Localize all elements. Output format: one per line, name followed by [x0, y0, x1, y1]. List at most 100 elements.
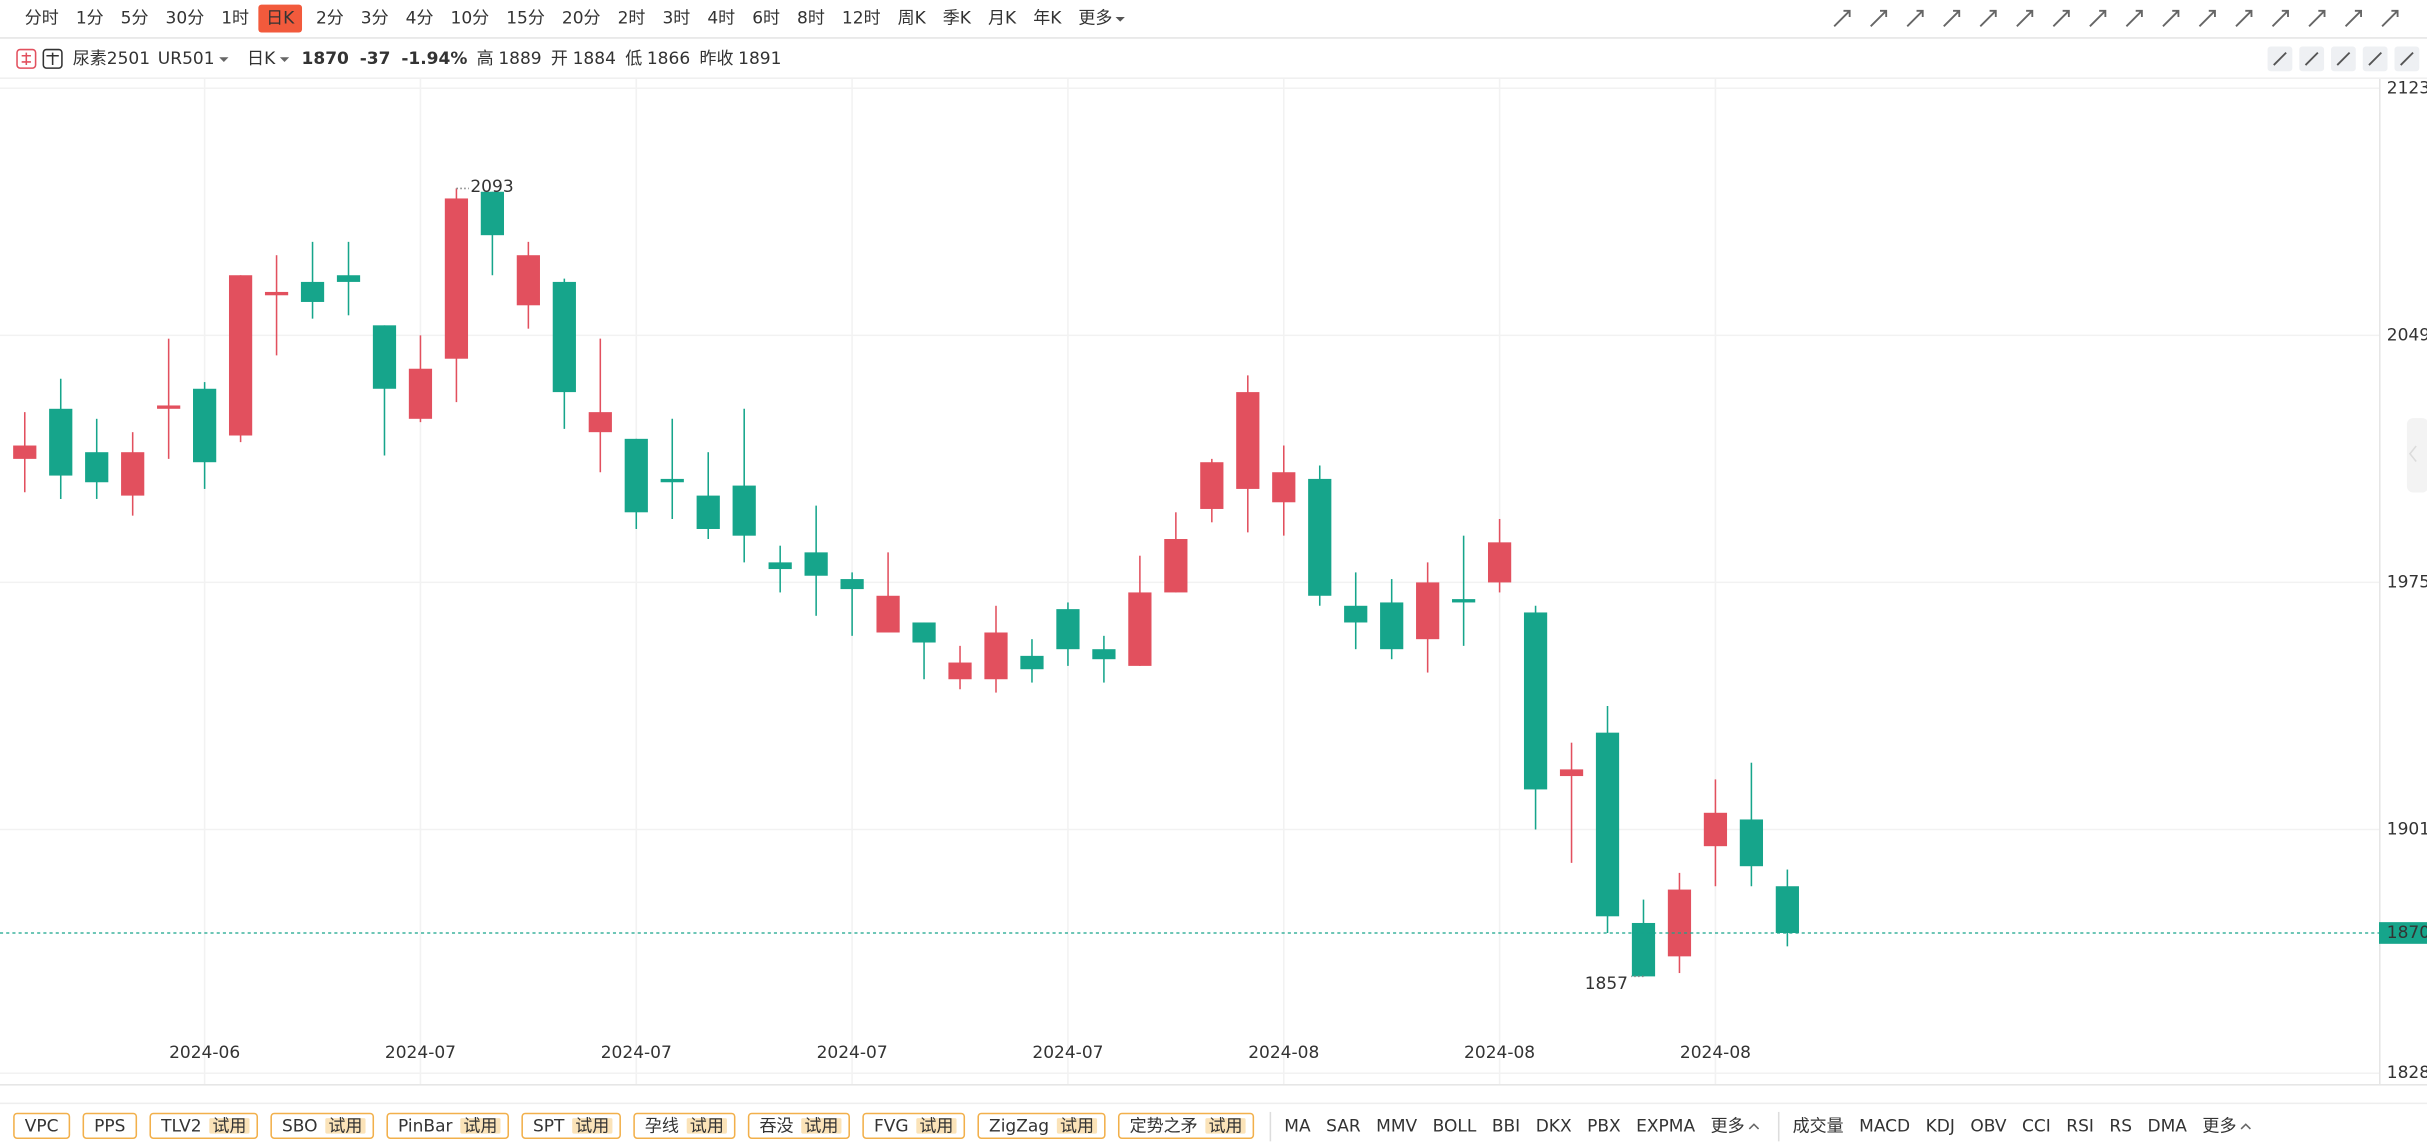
- tool-icon[interactable]: [1906, 9, 1924, 27]
- candle-body: [696, 495, 720, 529]
- stat-label: 开: [551, 49, 568, 69]
- period-button[interactable]: 10分: [451, 9, 490, 29]
- sub-indicator[interactable]: RS: [2109, 1117, 2132, 1137]
- tool-icon[interactable]: [1979, 9, 1997, 27]
- group-icon[interactable]: [42, 48, 63, 69]
- stat-value: 1891: [738, 49, 781, 69]
- main-indicator[interactable]: DKX: [1536, 1117, 1572, 1137]
- main-indicator[interactable]: EXPMA: [1636, 1117, 1695, 1137]
- sub-indicator[interactable]: 更多: [2202, 1117, 2236, 1137]
- period-button[interactable]: 8时: [797, 9, 825, 29]
- sub-indicator[interactable]: MACD: [1859, 1117, 1910, 1137]
- period-button[interactable]: 1时: [221, 9, 249, 29]
- period-button[interactable]: 6时: [752, 9, 780, 29]
- code-caret: [219, 57, 229, 62]
- trial-tag-bg: [686, 1118, 727, 1134]
- sub-indicator[interactable]: CCI: [2022, 1117, 2051, 1137]
- candle-body: [1703, 812, 1728, 847]
- candle-body: [1775, 886, 1799, 933]
- candle-body: [264, 291, 289, 296]
- price-change: -37: [360, 49, 391, 69]
- candle-body: [1595, 732, 1620, 917]
- period-button[interactable]: 4时: [707, 9, 735, 29]
- symbol-code: UR501: [158, 49, 215, 69]
- tool-icon[interactable]: [1943, 9, 1961, 27]
- x-tick-label: 2024-06: [169, 1043, 240, 1063]
- last-price: 1870: [302, 49, 350, 69]
- tool-icon[interactable]: [2089, 9, 2107, 27]
- main-indicator[interactable]: MMV: [1376, 1117, 1417, 1137]
- main-indicator[interactable]: 更多: [1711, 1117, 1745, 1137]
- sub-indicator[interactable]: RSI: [2066, 1117, 2094, 1137]
- trial-tag: 试用: [212, 1117, 246, 1137]
- tool-icon[interactable]: [2162, 9, 2180, 27]
- period-button[interactable]: 30分: [166, 9, 205, 29]
- period-button[interactable]: 3时: [662, 9, 690, 29]
- period-button[interactable]: 3分: [361, 9, 389, 29]
- candle-body: [1739, 819, 1764, 867]
- header-tool-icon: [2400, 51, 2414, 66]
- candle-body: [1236, 392, 1260, 489]
- high-label: 2093: [470, 177, 513, 197]
- candle-body: [1667, 889, 1692, 957]
- trial-tag: 试用: [919, 1117, 953, 1137]
- period-button[interactable]: 20分: [562, 9, 601, 29]
- tool-icon[interactable]: [2381, 9, 2399, 27]
- sub-indicator[interactable]: OBV: [1970, 1117, 2007, 1137]
- period-button[interactable]: 5分: [121, 9, 149, 29]
- trial-tag: 试用: [328, 1117, 362, 1137]
- candle-body: [1056, 609, 1080, 650]
- period-button[interactable]: 月K: [988, 9, 1017, 29]
- tool-icon[interactable]: [1870, 9, 1888, 27]
- main-indicator[interactable]: SAR: [1326, 1117, 1361, 1137]
- tool-icon[interactable]: [2235, 9, 2253, 27]
- tool-icon[interactable]: [2016, 9, 2034, 27]
- signal-button[interactable]: [82, 1112, 138, 1140]
- tool-icon[interactable]: [2198, 9, 2216, 27]
- candle-body: [13, 445, 37, 459]
- period-button[interactable]: 季K: [943, 9, 972, 29]
- x-tick-label: 2024-07: [817, 1043, 888, 1063]
- sub-indicator[interactable]: KDJ: [1926, 1117, 1955, 1137]
- tool-icon[interactable]: [2052, 9, 2070, 27]
- tool-icon[interactable]: [2271, 9, 2289, 27]
- tool-icon[interactable]: [2344, 9, 2362, 27]
- trial-tag-bg: [1056, 1118, 1098, 1134]
- period-button[interactable]: 2分: [316, 9, 344, 29]
- candle-body: [876, 595, 900, 633]
- sub-indicator[interactable]: 成交量: [1793, 1117, 1844, 1137]
- trial-tag: 试用: [1208, 1117, 1242, 1137]
- main-indicator[interactable]: BOLL: [1433, 1117, 1477, 1137]
- period-button[interactable]: 日K: [266, 9, 295, 29]
- candle-body: [1487, 542, 1512, 583]
- period-button[interactable]: 分时: [25, 9, 59, 29]
- period-button[interactable]: 12时: [842, 9, 881, 29]
- period-button[interactable]: 2时: [618, 9, 646, 29]
- candle-body: [912, 622, 936, 643]
- signal-button[interactable]: [13, 1112, 71, 1140]
- header-tool-icon: [2336, 51, 2351, 66]
- main-indicator[interactable]: BBI: [1492, 1117, 1520, 1137]
- collapse-tab[interactable]: [2406, 418, 2427, 493]
- period-button[interactable]: 更多: [1078, 9, 1112, 29]
- main-indicator[interactable]: MA: [1284, 1117, 1311, 1137]
- period-label: 日K: [247, 49, 276, 69]
- trial-tag-bg: [572, 1118, 613, 1134]
- signal-name: PinBar: [398, 1117, 452, 1137]
- candle-body: [157, 405, 181, 409]
- tool-icon[interactable]: [2125, 9, 2143, 27]
- period-button[interactable]: 周K: [898, 9, 927, 29]
- tool-icon[interactable]: [1833, 9, 1851, 27]
- tool-icon[interactable]: [2308, 9, 2326, 27]
- period-button[interactable]: 1分: [76, 9, 104, 29]
- period-button[interactable]: 4分: [406, 9, 434, 29]
- candle-body: [1164, 539, 1188, 593]
- header-tool-icon: [2368, 51, 2382, 66]
- sub-indicator[interactable]: DMA: [2148, 1117, 2188, 1137]
- period-button[interactable]: 年K: [1033, 9, 1062, 29]
- main-indicator[interactable]: PBX: [1587, 1117, 1621, 1137]
- more-caret: [2240, 1123, 2251, 1130]
- candle-body: [588, 412, 612, 433]
- period-button[interactable]: 15分: [506, 9, 545, 29]
- dropdown-caret: [1115, 17, 1125, 22]
